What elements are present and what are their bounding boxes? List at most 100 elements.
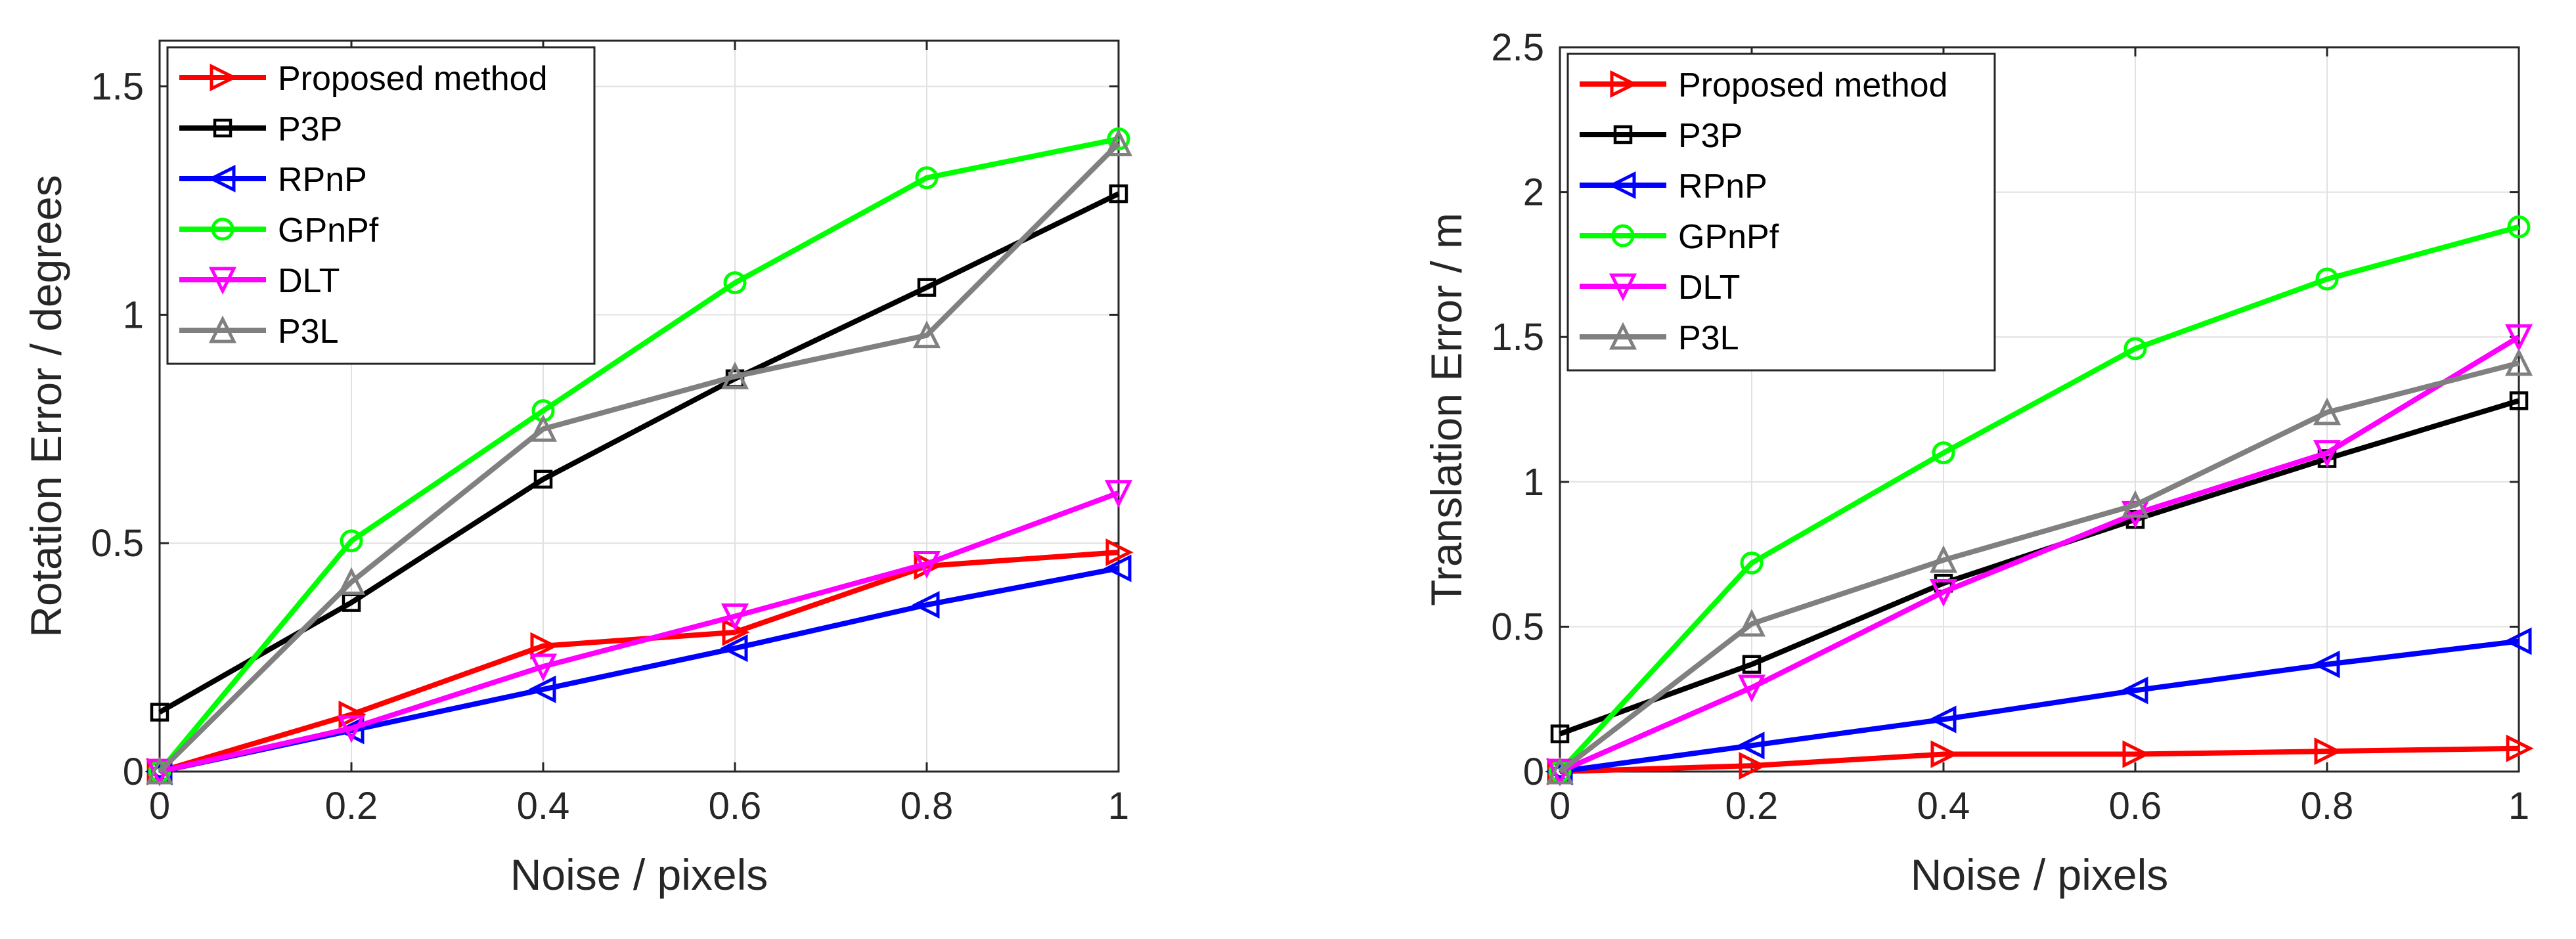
y-tick-label: 1.5 xyxy=(1491,316,1544,359)
data-point xyxy=(1550,724,1570,743)
x-tick-label: 0.8 xyxy=(2301,785,2354,827)
series-line xyxy=(1558,360,2520,774)
data-point xyxy=(2504,627,2532,655)
data-point xyxy=(2122,740,2150,768)
legend-marker xyxy=(1610,70,1638,98)
data-point xyxy=(721,361,749,389)
legend-label: GPnPf xyxy=(278,211,379,250)
data-point xyxy=(1739,752,1767,780)
legend-label: P3P xyxy=(1678,117,1743,155)
data-point xyxy=(2120,676,2148,705)
data-point xyxy=(2314,737,2342,766)
data-point xyxy=(1932,441,1955,465)
data-point xyxy=(530,632,558,660)
legend-marker xyxy=(208,164,236,193)
series-gpnpf xyxy=(1548,215,2531,783)
data-point xyxy=(915,166,939,190)
x-tick-label: 0.4 xyxy=(1917,785,1970,827)
data-point xyxy=(2507,215,2531,239)
legend-marker xyxy=(213,118,233,138)
x-tick-label: 0.6 xyxy=(2109,785,2162,827)
legend: Proposed method P3P RPnP GPnPf DLT P3L xyxy=(1566,53,1996,372)
data-point xyxy=(721,603,749,632)
x-tick-label: 0.2 xyxy=(325,785,378,827)
rotation-error-chart: 0 0.2 0.4 0.6 0.8 1 0 0.5 1 1.5 Noise / pixels Rota… xyxy=(22,39,1134,899)
data-point xyxy=(912,320,941,349)
series-proposed-method xyxy=(1547,734,2534,786)
data-point xyxy=(1742,655,1762,674)
x-tick-label: 0.4 xyxy=(517,785,570,827)
legend-marker xyxy=(210,63,238,92)
data-point xyxy=(1103,554,1132,582)
data-point xyxy=(529,653,558,682)
data-point xyxy=(2509,391,2529,410)
y-axis-label: Rotation Error / degrees xyxy=(22,175,70,637)
data-point xyxy=(338,701,366,729)
legend-box xyxy=(166,46,596,365)
legend-marker xyxy=(208,267,237,295)
series-line xyxy=(159,490,1120,774)
y-axis-label: Translation Error / m xyxy=(1422,213,1471,606)
series-line xyxy=(157,136,1119,774)
data-point xyxy=(1740,551,1764,575)
data-point xyxy=(150,703,169,722)
data-point xyxy=(912,591,940,619)
legend-label: P3P xyxy=(278,110,342,148)
series-rpnp xyxy=(1545,627,2532,786)
data-point xyxy=(529,414,558,442)
series-line xyxy=(1559,334,2521,774)
data-point xyxy=(2504,348,2533,376)
data-point xyxy=(912,550,941,579)
legend-label: RPnP xyxy=(1678,167,1767,206)
y-tick-label: 2 xyxy=(1523,171,1544,214)
series-p3l xyxy=(1545,348,2533,785)
x-tick-label: 0.2 xyxy=(1725,785,1779,827)
legend: Proposed method P3P RPnP GPnPf DLT P3L xyxy=(166,46,596,365)
data-point xyxy=(1928,705,1957,733)
y-tick-label: 0.5 xyxy=(91,522,144,565)
legend-label: DLT xyxy=(1678,269,1740,307)
legend-box xyxy=(1566,53,1996,372)
data-point xyxy=(2121,490,2150,518)
x-axis-label: Noise / pixels xyxy=(1911,850,2169,899)
legend-label: GPnPf xyxy=(1678,218,1779,256)
data-point xyxy=(1104,128,1133,157)
series-gpnpf xyxy=(148,127,1130,783)
y-tick-label: 0 xyxy=(1523,751,1544,793)
data-point xyxy=(723,271,747,295)
data-point xyxy=(1930,740,1959,768)
data-point xyxy=(2312,650,2340,678)
y-tick-label: 1 xyxy=(123,294,144,336)
data-point xyxy=(1737,674,1766,703)
translation-error-chart: 0 0.2 0.4 0.6 0.8 1 0 0.5 1 1.5 2 2.5 Noise / pixels… xyxy=(1422,26,2534,899)
x-tick-label: 1 xyxy=(1108,785,1129,827)
data-point xyxy=(337,567,366,595)
x-axis-label: Noise / pixels xyxy=(510,850,768,899)
x-tick-label: 0 xyxy=(1549,785,1570,827)
data-point xyxy=(1545,756,1574,785)
data-point xyxy=(1929,579,1958,607)
legend-label: P3L xyxy=(278,313,339,351)
series-p3l xyxy=(145,128,1133,785)
data-point xyxy=(340,529,363,553)
legend-label: Proposed method xyxy=(1678,66,1948,104)
legend-label: Proposed method xyxy=(278,60,548,98)
legend-label: RPnP xyxy=(278,161,367,199)
legend-marker xyxy=(208,315,237,343)
legend-marker xyxy=(1613,125,1633,144)
data-point xyxy=(2313,397,2342,426)
legend-label: DLT xyxy=(278,262,340,300)
legend-marker xyxy=(1609,273,1637,301)
series-line xyxy=(1558,224,2520,774)
x-tick-label: 1 xyxy=(2508,785,2529,827)
x-tick-label: 0.6 xyxy=(709,785,762,827)
y-tick-label: 1.5 xyxy=(91,66,144,108)
data-point xyxy=(1105,538,1134,567)
data-point xyxy=(1109,184,1128,204)
data-point xyxy=(528,675,556,703)
data-point xyxy=(145,756,174,785)
data-point xyxy=(1737,732,1765,760)
y-tick-label: 0.5 xyxy=(1491,605,1544,648)
series-line xyxy=(158,141,1121,774)
